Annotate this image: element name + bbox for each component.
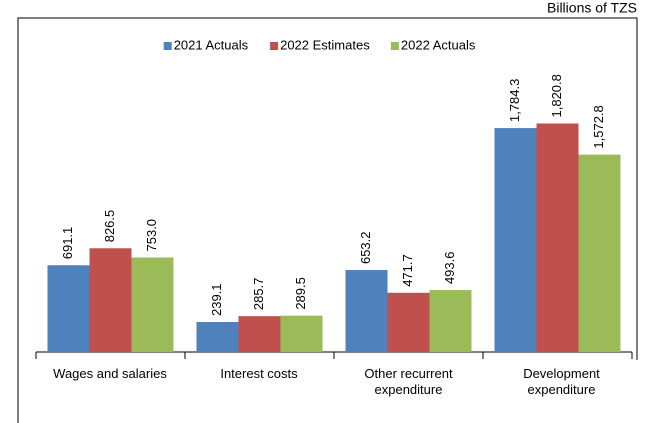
bar xyxy=(494,128,537,352)
bar xyxy=(345,270,388,352)
legend-swatch xyxy=(270,42,279,50)
value-label: 471.7 xyxy=(400,254,415,287)
x-tick-label: Other recurrent expenditure xyxy=(364,366,453,397)
bar xyxy=(387,292,430,352)
x-tick-label: Wages and salaries xyxy=(53,366,167,381)
value-label: 1,784.3 xyxy=(507,79,522,122)
value-label: 826.5 xyxy=(102,210,117,243)
bar xyxy=(196,321,239,352)
x-tick-label: Development expenditure xyxy=(523,366,600,397)
value-label: 239.1 xyxy=(209,283,224,316)
value-label: 1,572.8 xyxy=(591,105,606,148)
value-label: 691.1 xyxy=(60,227,75,260)
legend-label: 2021 Actuals xyxy=(174,37,249,52)
bar xyxy=(89,248,132,352)
value-label: 493.6 xyxy=(442,252,457,285)
bar xyxy=(429,290,472,352)
value-label: 285.7 xyxy=(251,278,266,311)
legend-label: 2022 Estimates xyxy=(280,37,370,52)
value-label: 653.2 xyxy=(358,231,373,264)
value-label: 289.5 xyxy=(293,277,308,310)
legend-swatch xyxy=(163,42,172,50)
legend: 2021 Actuals 2022 Estimates 2022 Actuals xyxy=(163,37,476,52)
bar xyxy=(238,316,281,352)
unit-label: Billions of TZS xyxy=(547,0,637,16)
legend-label: 2022 Actuals xyxy=(401,37,476,52)
legend-swatch xyxy=(390,42,399,50)
value-label: 1,820.8 xyxy=(549,74,564,117)
bar xyxy=(536,123,579,353)
bar xyxy=(578,154,621,352)
frame xyxy=(17,17,638,423)
x-tick-label: Interest costs xyxy=(220,366,298,381)
value-label: 753.0 xyxy=(144,219,159,252)
bar xyxy=(131,257,174,352)
bar xyxy=(47,265,90,352)
bar xyxy=(280,315,323,352)
